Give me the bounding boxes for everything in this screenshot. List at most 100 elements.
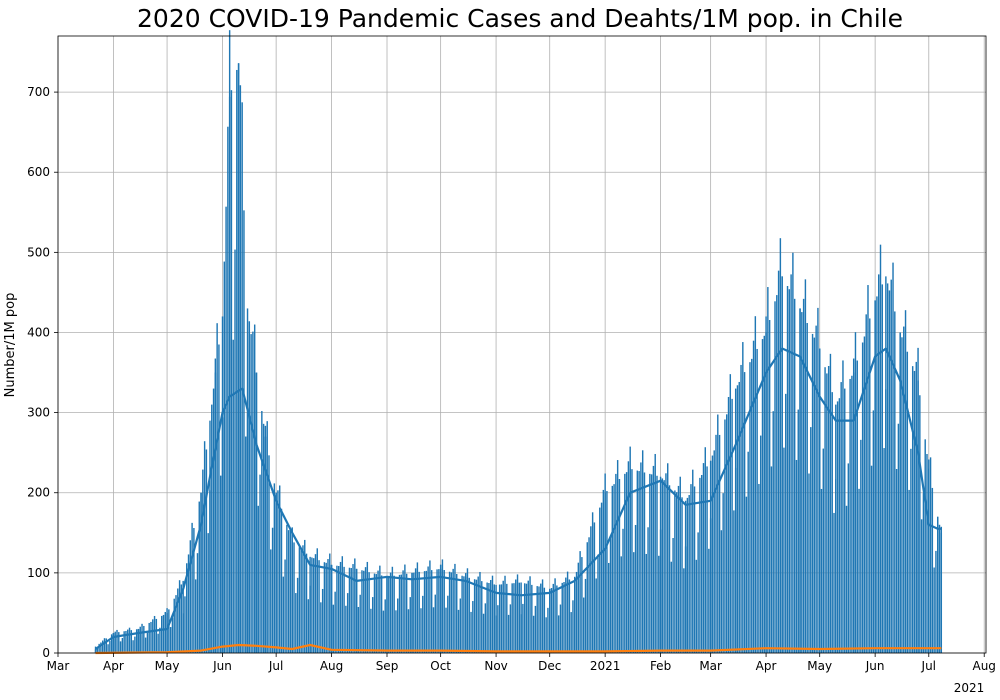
x-tick-label: May [155, 659, 180, 673]
case-bar [339, 561, 342, 653]
case-bar-peak [214, 372, 217, 653]
case-bar [903, 326, 905, 653]
case-bar [489, 579, 492, 653]
case-bar [198, 501, 200, 653]
case-bar [119, 641, 122, 653]
case-bar [797, 409, 799, 653]
case-bar-peak [411, 572, 413, 653]
case-bar-peak [659, 476, 662, 653]
case-bar [194, 579, 197, 653]
case-bar-peak [574, 576, 576, 653]
case-bar-peak [765, 332, 767, 653]
case-bar [105, 638, 107, 653]
case-bar [513, 583, 515, 653]
case-bar [879, 244, 882, 653]
y-axis-label: Number/1M pop [3, 293, 18, 398]
case-bar [911, 366, 914, 653]
case-bar [836, 401, 839, 653]
case-bar [557, 615, 560, 653]
case-bar [203, 441, 206, 653]
case-bar [134, 636, 136, 653]
case-bar [677, 485, 680, 653]
case-bar [148, 622, 150, 653]
x-tick-label: Jul [268, 659, 283, 673]
case-bar [284, 559, 286, 653]
case-bar [212, 388, 215, 653]
case-bar [738, 381, 740, 653]
x-tick-label: Mar [699, 659, 722, 673]
case-bar-peak [781, 276, 783, 653]
case-bar [842, 360, 844, 653]
case-bar [536, 586, 538, 653]
case-bar-peak [548, 588, 551, 653]
case-bar [724, 419, 726, 653]
case-bar [593, 522, 596, 653]
case-bar [792, 252, 794, 653]
y-tick-label: 700 [27, 85, 50, 99]
case-bar [422, 595, 424, 653]
plot-frame [57, 35, 987, 654]
case-bar [248, 321, 251, 653]
case-bar [500, 584, 503, 653]
x-tick-label: Jun [212, 659, 232, 673]
case-bar [768, 320, 771, 653]
case-bar [774, 301, 776, 653]
case-bar [656, 475, 658, 653]
case-bar [400, 574, 403, 653]
case-bar [833, 512, 835, 653]
case-bar-peak [835, 404, 837, 653]
case-bar [675, 492, 678, 653]
case-bar [616, 460, 619, 653]
case-bar [327, 559, 329, 653]
case-bar-peak [917, 380, 919, 653]
case-bar [289, 529, 292, 653]
case-bar [128, 627, 131, 653]
case-bar [466, 568, 469, 653]
case-bar [919, 395, 921, 653]
case-bar-peak [386, 576, 388, 653]
case-bar [178, 580, 181, 653]
case-bar [761, 339, 764, 653]
case-bar [731, 398, 733, 653]
case-bar [320, 602, 322, 653]
case-bar [550, 588, 553, 653]
x-tick-label: Jul [921, 659, 936, 673]
case-bar [931, 487, 934, 653]
case-bar [924, 439, 926, 653]
case-bar [752, 340, 755, 653]
case-bar [708, 548, 710, 653]
case-bar [257, 505, 259, 653]
case-bar [160, 615, 163, 653]
case-bar [817, 307, 819, 653]
case-bar [96, 647, 99, 653]
case-bar [107, 644, 109, 653]
case-bar-peak [885, 276, 887, 653]
case-bar [407, 609, 410, 653]
case-bar [844, 388, 846, 653]
case-bar [910, 448, 912, 653]
case-bar [504, 575, 506, 653]
case-bar [402, 570, 404, 653]
case-bar [795, 459, 798, 653]
case-bar [155, 618, 158, 653]
case-bar [413, 572, 415, 653]
case-bar [613, 484, 615, 653]
case-bar [720, 530, 723, 653]
case-bar [670, 561, 673, 653]
case-bar [395, 610, 397, 653]
case-bar [287, 530, 290, 653]
case-bar [759, 435, 762, 653]
case-bar [869, 318, 871, 653]
case-bar [531, 584, 533, 653]
case-bar [625, 472, 628, 653]
case-bar [350, 568, 352, 653]
case-bar [743, 372, 746, 653]
case-bar [98, 643, 100, 653]
case-bar [645, 553, 647, 653]
case-bar [595, 578, 597, 653]
case-bar [590, 526, 592, 653]
case-bar [177, 588, 179, 653]
case-bar [103, 638, 106, 653]
case-bar [273, 483, 276, 653]
